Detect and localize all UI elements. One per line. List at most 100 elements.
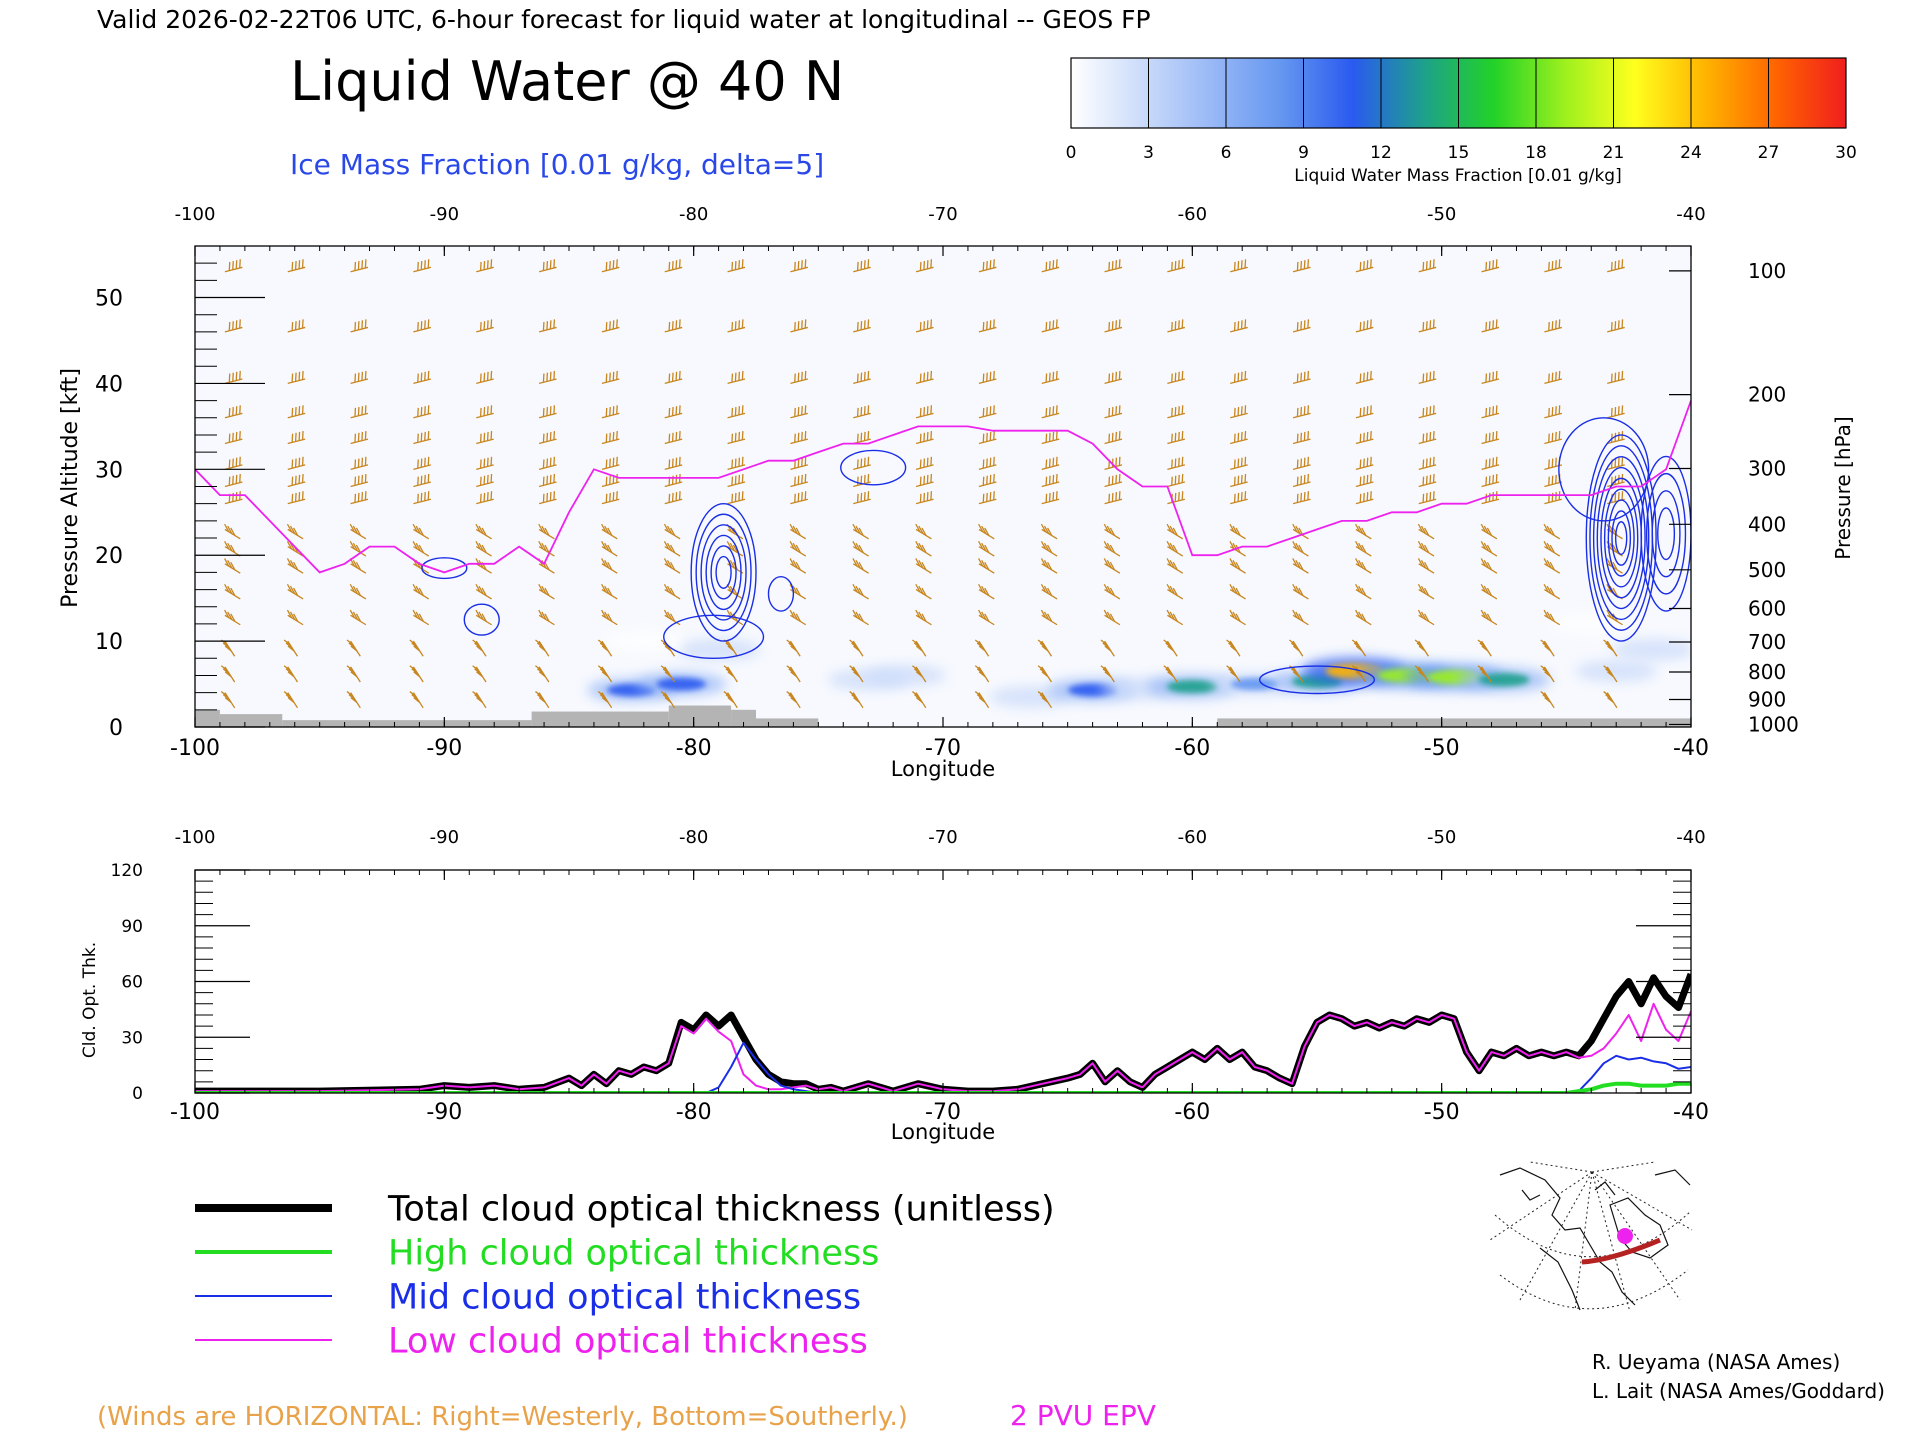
wind-barb: [601, 431, 620, 445]
wind-barb: [1104, 405, 1123, 419]
wind-barb: [1481, 491, 1500, 505]
wind-barb: [476, 259, 494, 273]
wind-barb: [727, 405, 746, 419]
wind-barb: [978, 259, 997, 273]
y-tick-label: 50: [95, 287, 123, 312]
wind-barb: [1040, 540, 1058, 557]
bottom-x-axis-label: Longitude: [891, 1120, 995, 1144]
wind-barb: [224, 431, 243, 445]
wind-barb: [1167, 370, 1186, 385]
wind-barb: [1607, 259, 1625, 273]
credit-ueyama: R. Ueyama (NASA Ames): [1592, 1350, 1840, 1374]
wind-barb: [1103, 583, 1121, 600]
wind-barb: [912, 639, 927, 657]
wind-barb: [1104, 491, 1123, 505]
bottom-y-axis-label: Cld. Opt. Thk.: [80, 942, 100, 1058]
wind-barb: [1418, 259, 1437, 273]
bottom-x-tick-label: -40: [1673, 1100, 1709, 1125]
wind-barb: [476, 473, 494, 488]
wind-barb: [915, 456, 934, 470]
wind-barb: [1103, 523, 1121, 540]
wind-barb: [727, 491, 746, 505]
y-tick-label: 20: [95, 544, 123, 569]
wind-barb: [1351, 639, 1367, 657]
wind-barb: [978, 523, 995, 540]
wind-barb: [350, 405, 369, 419]
wind-barb: [286, 523, 304, 540]
colorbar-tick-label: 3: [1143, 143, 1154, 163]
wind-barb: [1481, 370, 1500, 385]
wind-barb: [1163, 665, 1178, 683]
wind-barb: [1167, 456, 1186, 470]
wind-barb: [601, 370, 620, 385]
wind-barb: [664, 431, 683, 445]
wind-barb: [915, 523, 932, 540]
wind-barb: [538, 370, 557, 385]
wind-barb: [287, 319, 306, 333]
wind-barb: [1230, 259, 1248, 273]
wind-barb: [664, 456, 683, 470]
wind-barb: [1166, 583, 1184, 600]
wind-barb: [413, 319, 432, 333]
wind-barb: [1607, 456, 1625, 470]
wind-barb: [1289, 665, 1304, 683]
wind-barb: [287, 456, 306, 470]
wind-barb: [476, 405, 494, 419]
colorbar-tick-label: 18: [1525, 143, 1547, 163]
wind-barb: [1414, 665, 1430, 683]
wind-barb: [726, 540, 744, 557]
wind-barb: [475, 523, 492, 540]
pressure-tick-label: 1000: [1748, 712, 1799, 736]
wind-barb: [1481, 405, 1500, 419]
wind-barb: [287, 491, 306, 505]
wind-barb: [1355, 491, 1374, 505]
wind-barb: [849, 691, 864, 709]
wind-barb: [790, 259, 809, 273]
wind-barb: [1230, 431, 1248, 445]
optical-thickness-lines: [195, 972, 1691, 1093]
wind-barb: [349, 523, 367, 540]
optical-thickness-panel: -100 -100 -90 -90 -80 -80 -70 -70 -60 -60 -50 -50 -4…: [80, 827, 1709, 1144]
wind-barb: [1418, 473, 1437, 488]
wind-barb: [664, 405, 683, 419]
wind-barb: [538, 259, 557, 273]
wind-barb: [915, 491, 934, 505]
wind-barb: [535, 639, 550, 657]
colorbar-label: Liquid Water Mass Fraction [0.01 g/kg]: [1294, 166, 1621, 186]
wind-barb: [852, 558, 869, 574]
wind-barb: [790, 405, 809, 419]
wind-barb: [224, 405, 243, 419]
wind-barb: [912, 691, 927, 709]
wind-barb: [789, 609, 807, 626]
wind-barb: [1041, 473, 1060, 488]
wind-barb: [350, 431, 369, 445]
wind-barb: [1167, 405, 1186, 419]
wind-barb: [912, 665, 927, 683]
legend-label-total: Total cloud optical thickness (unitless): [387, 1189, 1055, 1229]
wind-barb: [413, 431, 432, 445]
wind-barb: [538, 491, 557, 505]
wind-barb: [1292, 259, 1311, 273]
wind-barb: [1355, 473, 1374, 488]
wind-barb: [1041, 319, 1060, 333]
wind-barb: [1607, 405, 1625, 419]
wind-barb: [790, 456, 809, 470]
x-tick-label-top: -50: [1427, 204, 1456, 225]
colorbar-tick-label: 27: [1758, 143, 1780, 163]
x-tick-label: -40: [1673, 736, 1709, 761]
wind-barb: [853, 319, 871, 333]
pressure-tick-label: 100: [1748, 259, 1786, 283]
wind-barb: [1480, 558, 1498, 574]
ice-contour: [695, 513, 752, 632]
wind-barb: [852, 540, 869, 557]
liquid-water-blob: [1551, 613, 1632, 635]
liquid-water-field: [587, 613, 1691, 708]
ice-contour: [705, 534, 742, 611]
x-tick-label: -100: [170, 736, 220, 761]
wind-barb: [1292, 558, 1309, 574]
x-tick-label-top: -100: [175, 204, 216, 225]
chart-subtitle: Ice Mass Fraction [0.01 g/kg, delta=5]: [290, 148, 824, 181]
wind-barb: [413, 259, 432, 273]
wind-barb: [283, 639, 299, 657]
bottom-y-tick-label: 30: [121, 1028, 143, 1048]
